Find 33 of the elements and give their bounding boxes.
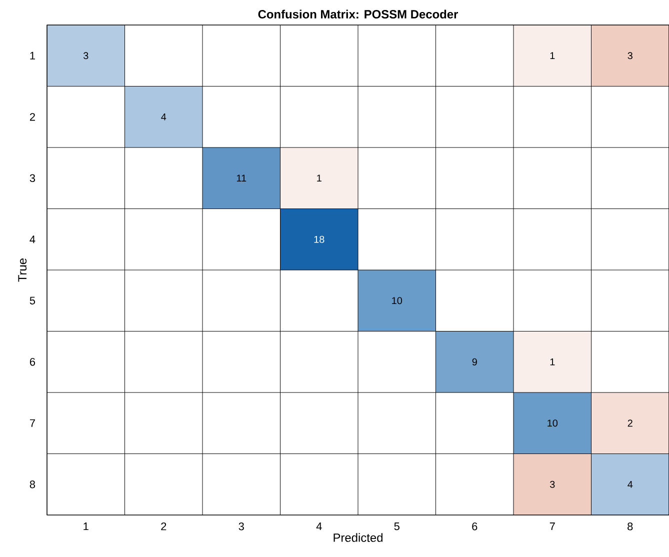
y-tick-label: 2 <box>30 113 35 121</box>
x-tick-label: 7 <box>550 522 555 530</box>
data-label: 2 <box>628 420 632 427</box>
data-label: 1 <box>550 52 555 60</box>
data-label: 3 <box>83 52 88 60</box>
data-label: 3 <box>550 480 555 488</box>
data-label: 18 <box>314 236 324 243</box>
data-label: 4 <box>161 113 166 120</box>
data-label: 1 <box>317 174 322 182</box>
y-tick-label: 7 <box>30 419 35 427</box>
x-tick-label: 8 <box>628 522 633 530</box>
data-label: 3 <box>628 52 632 60</box>
y-axis-title: True <box>18 258 27 282</box>
data-label: 10 <box>548 420 558 427</box>
x-tick-label: 5 <box>394 522 400 530</box>
x-tick-label: 4 <box>316 522 322 530</box>
x-tick-label: 1 <box>84 522 88 530</box>
x-tick-label: 6 <box>472 522 478 530</box>
data-label: 10 <box>392 297 402 304</box>
y-tick-label: 8 <box>30 480 36 488</box>
x-tick-label: 3 <box>238 522 244 530</box>
x-tick-label: 2 <box>161 522 166 530</box>
chart-title: Confusion Matrix: POSSM Decoder <box>258 10 458 18</box>
data-label: 9 <box>472 358 477 366</box>
y-tick-label: 3 <box>30 174 36 182</box>
data-label: 1 <box>550 358 555 366</box>
data-label: 11 <box>236 174 246 182</box>
y-tick-label: 5 <box>30 296 36 304</box>
y-tick-label: 4 <box>30 236 36 244</box>
y-tick-label: 1 <box>30 52 35 60</box>
y-tick-label: 6 <box>30 358 36 366</box>
x-axis-title: Predicted <box>334 533 382 542</box>
data-label: 4 <box>628 480 633 488</box>
